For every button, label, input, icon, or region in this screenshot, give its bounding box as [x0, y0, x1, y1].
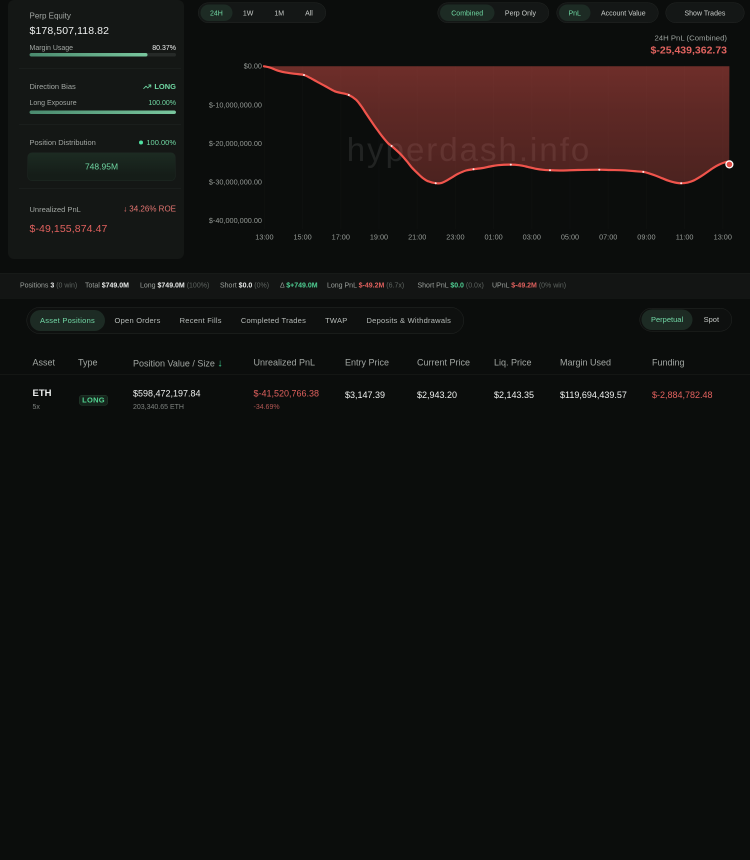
svg-text:$-20,000,000.00: $-20,000,000.00 — [209, 139, 262, 148]
svg-text:17:00: 17:00 — [332, 233, 350, 242]
svg-text:13:00: 13:00 — [714, 233, 732, 242]
svg-text:05:00: 05:00 — [561, 233, 579, 242]
svg-text:03:00: 03:00 — [523, 233, 541, 242]
svg-text:23:00: 23:00 — [446, 233, 464, 242]
svg-text:11:00: 11:00 — [676, 233, 694, 242]
svg-text:15:00: 15:00 — [293, 233, 311, 242]
svg-text:01:00: 01:00 — [484, 233, 502, 242]
svg-text:09:00: 09:00 — [637, 233, 655, 242]
svg-text:19:00: 19:00 — [370, 233, 388, 242]
svg-text:$-40,000,000.00: $-40,000,000.00 — [209, 216, 262, 225]
svg-text:21:00: 21:00 — [408, 233, 426, 242]
svg-text:$0.00: $0.00 — [244, 62, 262, 71]
svg-text:$-30,000,000.00: $-30,000,000.00 — [209, 178, 262, 187]
svg-text:$-10,000,000.00: $-10,000,000.00 — [209, 100, 262, 109]
svg-text:13:00: 13:00 — [255, 233, 273, 242]
svg-text:07:00: 07:00 — [599, 233, 617, 242]
